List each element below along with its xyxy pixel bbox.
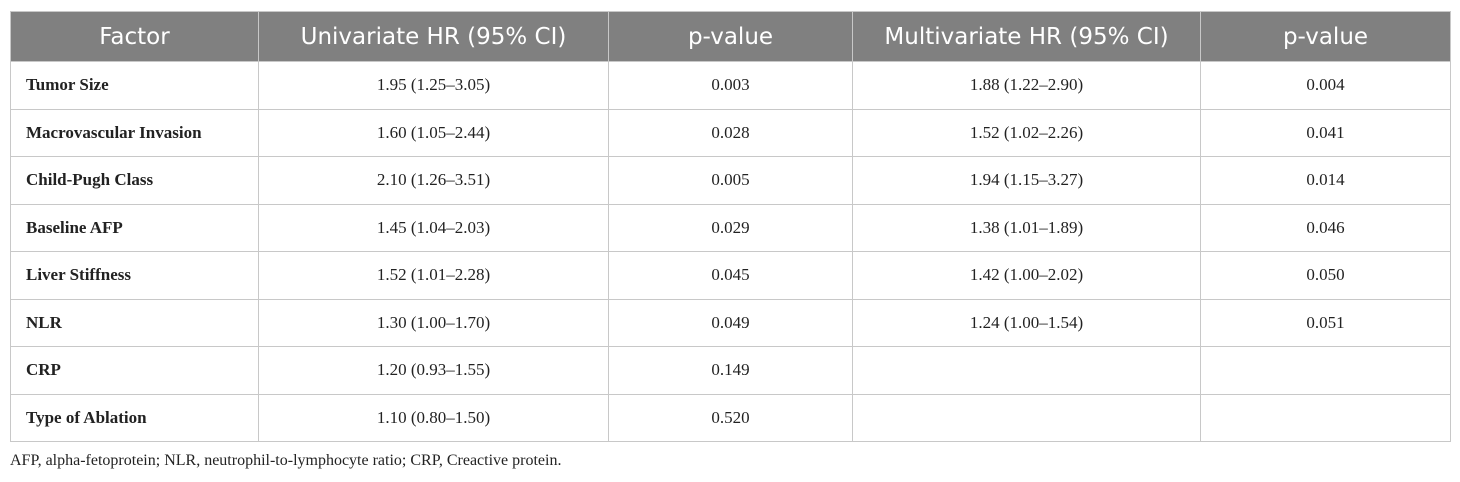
empty-cell (1200, 346, 1451, 395)
value-cell: 2.10 (1.26–3.51) (258, 156, 609, 205)
header-cell: p-value (1200, 11, 1451, 62)
value-cell: 0.003 (608, 61, 853, 110)
header-cell: p-value (608, 11, 853, 62)
value-cell: 0.041 (1200, 108, 1451, 157)
value-cell: 1.30 (1.00–1.70) (258, 298, 609, 347)
table-row: Liver Stiffness 1.52 (1.01–2.28) 0.045 1.42… (10, 251, 1451, 300)
factor-cell: CRP (10, 346, 259, 395)
factor-cell: NLR (10, 298, 259, 347)
value-cell: 0.004 (1200, 61, 1451, 110)
table-row: Child-Pugh Class 2.10 (1.26–3.51) 0.005 1.9… (10, 156, 1451, 205)
value-cell: 0.046 (1200, 203, 1451, 252)
value-cell: 0.520 (608, 393, 853, 442)
table-row: Macrovascular Invasion 1.60 (1.05–2.44) 0.… (10, 108, 1451, 157)
value-cell: 1.24 (1.00–1.54) (852, 298, 1201, 347)
empty-cell (852, 393, 1201, 442)
value-cell: 1.95 (1.25–3.05) (258, 61, 609, 110)
header-row: Factor Univariate HR (95% CI) p-value Multi… (10, 11, 1451, 62)
value-cell: 0.028 (608, 108, 853, 157)
factor-cell: Child-Pugh Class (10, 156, 259, 205)
value-cell: 1.88 (1.22–2.90) (852, 61, 1201, 110)
value-cell: 1.10 (0.80–1.50) (258, 393, 609, 442)
value-cell: 1.42 (1.00–2.02) (852, 251, 1201, 300)
value-cell: 0.045 (608, 251, 853, 300)
factor-cell: Baseline AFP (10, 203, 259, 252)
factor-cell: Type of Ablation (10, 393, 259, 442)
table-row: Tumor Size 1.95 (1.25–3.05) 0.003 1.88 (1.2… (10, 61, 1451, 110)
header-cell: Multivariate HR (95% CI) (852, 11, 1201, 62)
value-cell: 1.20 (0.93–1.55) (258, 346, 609, 395)
value-cell: 1.52 (1.02–2.26) (852, 108, 1201, 157)
value-cell: 0.005 (608, 156, 853, 205)
table-row: NLR 1.30 (1.00–1.70) 0.049 1.24 (1.00–1.54)… (10, 298, 1451, 347)
header-cell: Univariate HR (95% CI) (258, 11, 609, 62)
value-cell: 1.38 (1.01–1.89) (852, 203, 1201, 252)
value-cell: 0.050 (1200, 251, 1451, 300)
empty-cell (852, 346, 1201, 395)
factor-cell: Tumor Size (10, 61, 259, 110)
value-cell: 0.014 (1200, 156, 1451, 205)
value-cell: 0.029 (608, 203, 853, 252)
value-cell: 0.051 (1200, 298, 1451, 347)
value-cell: 1.94 (1.15–3.27) (852, 156, 1201, 205)
value-cell: 0.049 (608, 298, 853, 347)
value-cell: 1.45 (1.04–2.03) (258, 203, 609, 252)
factor-cell: Liver Stiffness (10, 251, 259, 300)
table-row: Type of Ablation 1.10 (0.80–1.50) 0.520 (10, 393, 1451, 442)
value-cell: 1.60 (1.05–2.44) (258, 108, 609, 157)
factor-cell: Macrovascular Invasion (10, 108, 259, 157)
table-body: Tumor Size 1.95 (1.25–3.05) 0.003 1.88 (1.2… (10, 61, 1451, 442)
table-row: CRP 1.20 (0.93–1.55) 0.149 (10, 346, 1451, 395)
empty-cell (1200, 393, 1451, 442)
header-cell: Factor (10, 11, 259, 62)
table-row: Baseline AFP 1.45 (1.04–2.03) 0.029 1.38 (1… (10, 203, 1451, 252)
value-cell: 1.52 (1.01–2.28) (258, 251, 609, 300)
results-table: Factor Univariate HR (95% CI) p-value Multi… (10, 11, 1451, 442)
footnote: AFP, alpha-fetoprotein; NLR, neutrophil-… (10, 452, 562, 469)
value-cell: 0.149 (608, 346, 853, 395)
